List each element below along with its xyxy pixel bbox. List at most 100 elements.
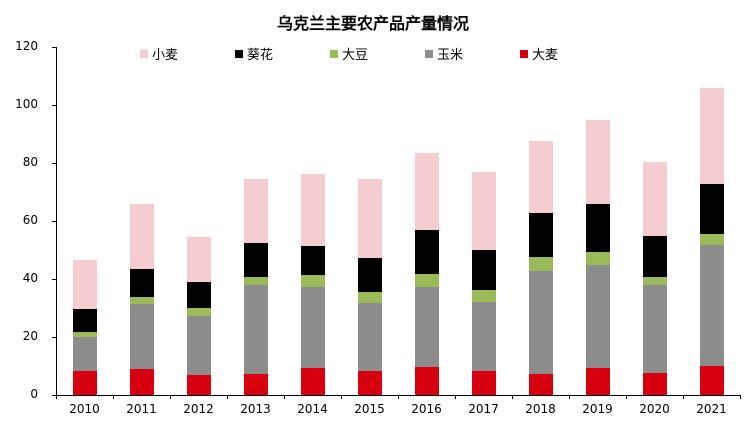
x-tick-label: 2019 <box>582 402 613 416</box>
legend-swatch <box>140 49 148 58</box>
y-tick-mark <box>52 279 56 280</box>
x-tick-mark <box>398 395 399 399</box>
y-tick-label: 80 <box>22 155 38 169</box>
x-tick-label: 2014 <box>297 402 328 416</box>
legend-swatch <box>235 49 243 58</box>
bar-segment <box>528 270 553 374</box>
x-tick-label: 2015 <box>354 402 385 416</box>
chart-title: 乌克兰主要农产品产量情况 <box>276 14 469 33</box>
bar-segment <box>414 230 439 275</box>
bar-segment <box>357 292 382 304</box>
y-tick-mark <box>52 337 56 338</box>
bar-segment <box>699 87 724 184</box>
x-tick-mark <box>113 395 114 399</box>
bar-segment <box>642 162 667 237</box>
bar-segment <box>186 236 211 282</box>
bar-segment <box>585 119 610 204</box>
x-tick-label: 2020 <box>639 402 670 416</box>
bar-segment <box>129 297 154 304</box>
x-tick-label: 2021 <box>696 402 727 416</box>
bar-segment <box>642 285 667 373</box>
legend-swatch <box>330 49 338 58</box>
legend-label: 玉米 <box>437 48 464 63</box>
x-tick-label: 2011 <box>126 402 157 416</box>
bar-segment <box>129 268 154 298</box>
y-tick-label: 0 <box>30 387 38 401</box>
bar-segment <box>528 212 553 257</box>
y-tick-mark <box>52 221 56 222</box>
bar-segment <box>699 245 724 367</box>
bar-segment <box>72 308 97 333</box>
legend-label: 小麦 <box>152 48 179 63</box>
x-tick-mark <box>683 395 684 399</box>
x-tick-mark <box>341 395 342 399</box>
bar-segment <box>642 236 667 277</box>
legend-label: 葵花 <box>247 48 274 63</box>
bar-segment <box>186 315 211 376</box>
legend-swatch <box>520 49 528 58</box>
bar-segment <box>585 252 610 265</box>
legend-item: 大麦 <box>520 44 558 63</box>
legend-item: 大豆 <box>330 44 368 63</box>
bar-segment <box>243 276 268 286</box>
bar-segment <box>129 203 154 269</box>
y-tick-label: 60 <box>22 213 38 227</box>
x-tick-label: 2017 <box>468 402 499 416</box>
x-tick-mark <box>227 395 228 399</box>
y-tick-label: 120 <box>15 39 38 53</box>
x-tick-label: 2012 <box>183 402 214 416</box>
x-tick-label: 2013 <box>240 402 271 416</box>
legend-label: 大麦 <box>532 48 559 63</box>
x-tick-mark <box>56 395 57 399</box>
legend-item: 葵花 <box>235 44 273 63</box>
bar-segment <box>357 303 382 371</box>
bar-segment <box>642 276 667 286</box>
bar-segment <box>129 303 154 370</box>
bar-segment <box>357 178 382 258</box>
legend-label: 大豆 <box>342 48 369 63</box>
bar-segment <box>471 171 496 250</box>
x-tick-mark <box>170 395 171 399</box>
bar-segment <box>186 281 211 309</box>
bar-segment <box>471 289 496 302</box>
bar-segment <box>528 373 553 395</box>
bar-segment <box>585 203 610 252</box>
bar-segment <box>300 368 325 395</box>
bar-segment <box>699 183 724 235</box>
x-tick-mark <box>626 395 627 399</box>
bar-segment <box>186 308 211 316</box>
bar-segment <box>585 368 610 395</box>
y-tick-mark <box>52 105 56 106</box>
bar-segment <box>72 259 97 309</box>
bar-segment <box>699 234 724 246</box>
bar-segment <box>357 257 382 293</box>
y-axis <box>56 47 57 395</box>
y-tick-label: 100 <box>15 97 38 111</box>
bar-segment <box>414 367 439 395</box>
legend-item: 玉米 <box>425 44 463 63</box>
bar-segment <box>243 178 268 244</box>
bar-segment <box>699 366 724 395</box>
bar-segment <box>129 369 154 395</box>
bar-segment <box>243 285 268 374</box>
y-tick-mark <box>52 163 56 164</box>
x-tick-mark <box>569 395 570 399</box>
bar-segment <box>72 337 97 371</box>
x-tick-mark <box>455 395 456 399</box>
bar-segment <box>642 372 667 395</box>
bar-segment <box>300 174 325 246</box>
y-tick-label: 40 <box>22 271 38 285</box>
bar-segment <box>471 370 496 395</box>
bar-segment <box>243 243 268 277</box>
bar-segment <box>471 301 496 371</box>
x-tick-label: 2016 <box>411 402 442 416</box>
bar-segment <box>357 370 382 395</box>
legend-item: 小麦 <box>140 44 178 63</box>
bar-segment <box>414 152 439 231</box>
bar-segment <box>414 287 439 368</box>
bar-segment <box>300 274 325 287</box>
y-tick-mark <box>52 47 56 48</box>
legend-swatch <box>425 49 433 58</box>
bar-segment <box>72 370 97 395</box>
bar-segment <box>72 332 97 337</box>
